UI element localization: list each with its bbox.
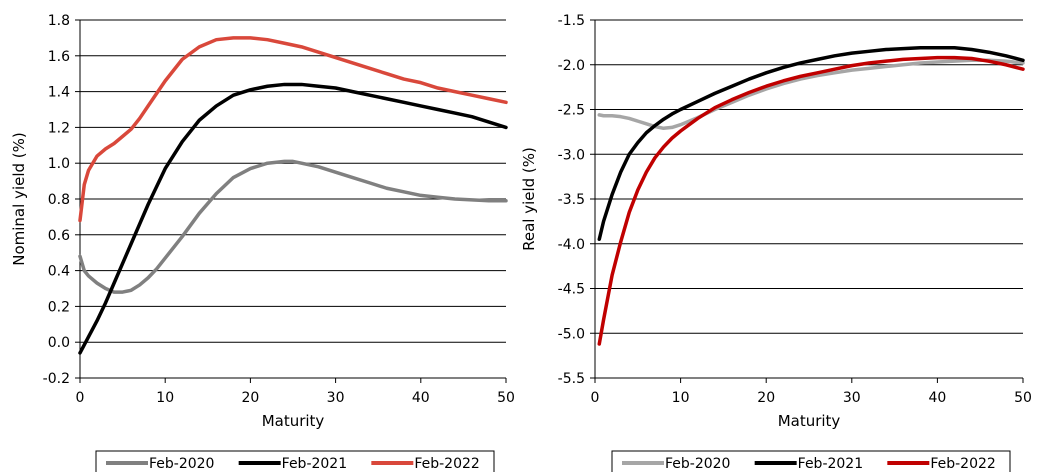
- series-line-feb-2020: [597, 58, 1025, 131]
- x-tick-label: 30: [327, 390, 345, 406]
- y-tick-label: -3.0: [558, 147, 585, 163]
- x-tick-label: 50: [497, 390, 515, 406]
- y-tick-label: -2.0: [558, 58, 585, 74]
- x-axis-title: Maturity: [778, 412, 841, 430]
- x-tick-label: 40: [928, 390, 946, 406]
- legend-label: Feb-2022: [930, 456, 995, 472]
- legend: Feb-2020 Feb-2021 Feb-2022: [611, 450, 1011, 476]
- y-tick-label: 0.8: [48, 192, 70, 208]
- y-tick-label: 1.4: [48, 85, 70, 101]
- x-tick-label: 40: [412, 390, 430, 406]
- y-tick-label: -0.2: [43, 371, 70, 387]
- series-line-feb-2021: [597, 46, 1025, 242]
- y-tick-label: 0.0: [48, 335, 70, 351]
- chart-panel-1: -0.2 0.0 0.2 0.4 0.6 0.8 1.0 1.2 1.4 1.6 1.8 0 10 20 3…: [10, 13, 515, 476]
- y-tick-label: 0.2: [48, 299, 70, 315]
- y-tick-label: 1.8: [48, 13, 70, 29]
- y-tick-label: -5.0: [558, 326, 585, 342]
- y-tick-label: -5.5: [558, 371, 585, 387]
- x-tick-label: 0: [591, 390, 600, 406]
- x-tick-label: 20: [241, 390, 259, 406]
- legend-label: Feb-2021: [282, 456, 347, 472]
- series-line-feb-2022: [78, 36, 508, 223]
- x-tick-label: 0: [76, 390, 85, 406]
- x-tick-label: 50: [1014, 390, 1032, 406]
- y-tick-label: -2.5: [558, 103, 585, 119]
- y-tick-label: -4.5: [558, 282, 585, 298]
- series-line-feb-2022: [597, 55, 1025, 346]
- legend-label: Feb-2021: [798, 456, 863, 472]
- y-tick-label: 1.6: [48, 49, 70, 65]
- x-tick-label: 10: [156, 390, 174, 406]
- y-axis-title: Nominal yield (%): [10, 132, 28, 266]
- legend: Feb-2020 Feb-2021 Feb-2022: [95, 450, 495, 476]
- y-tick-label: 0.4: [48, 264, 70, 280]
- legend-label: Feb-2020: [665, 456, 730, 472]
- legend-label: Feb-2020: [149, 456, 214, 472]
- legend-label: Feb-2022: [414, 456, 479, 472]
- y-tick-label: 1.0: [48, 156, 70, 172]
- y-tick-label: -3.5: [558, 192, 585, 208]
- x-axis-title: Maturity: [262, 412, 325, 430]
- x-tick-label: 20: [757, 390, 775, 406]
- y-tick-label: -4.0: [558, 237, 585, 253]
- legend-box: [611, 450, 1011, 476]
- series-line-feb-2021: [78, 82, 508, 355]
- series-line-feb-2020: [78, 159, 508, 294]
- chart-panel-2: -5.5 -5.0 -4.5 -4.0 -3.5 -3.0 -2.5 -2.0 -1.5 0 10 2…: [520, 13, 1032, 476]
- x-tick-label: 10: [672, 390, 690, 406]
- y-tick-label: -1.5: [558, 13, 585, 29]
- y-tick-label: 1.2: [48, 120, 70, 136]
- legend-box: [95, 450, 495, 476]
- x-tick-label: 30: [843, 390, 861, 406]
- y-tick-label: 0.6: [48, 228, 70, 244]
- y-axis-title: Real yield (%): [520, 147, 538, 251]
